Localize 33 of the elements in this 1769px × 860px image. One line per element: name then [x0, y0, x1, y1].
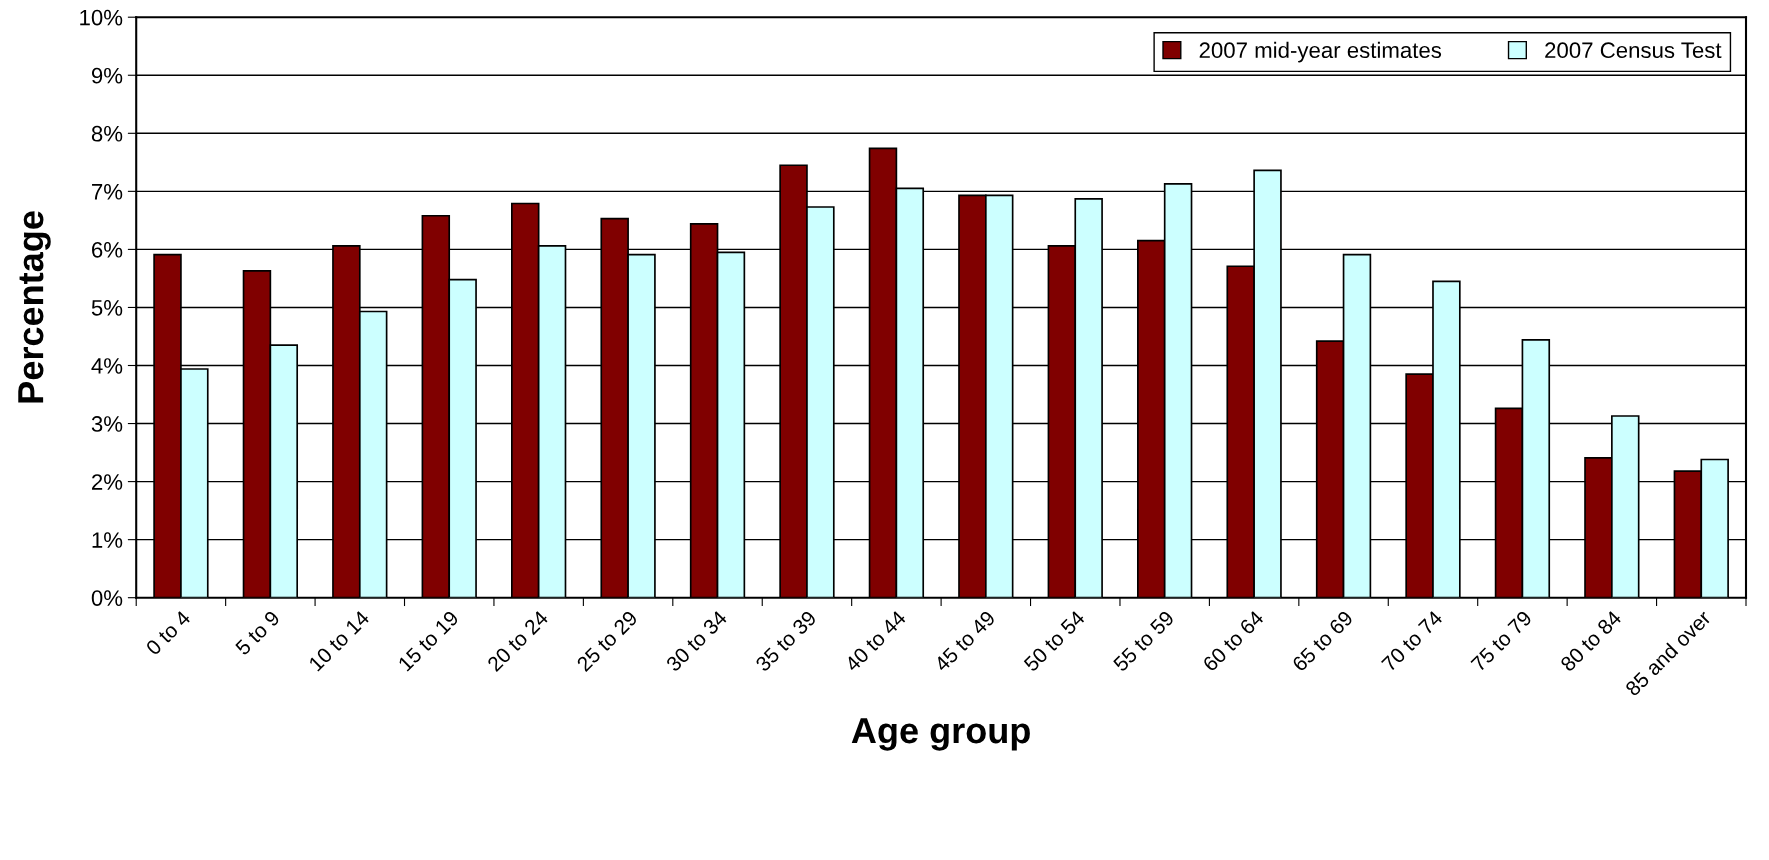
x-axis-title: Age group: [851, 718, 1030, 751]
y-tick-label: 4%: [91, 358, 123, 374]
y-tick-label: 10%: [80, 9, 123, 26]
x-tick-label: 85 and over: [1624, 609, 1712, 697]
y-axis-title: Percentage: [18, 211, 51, 403]
y-tick-label: 7%: [92, 183, 123, 200]
x-tick-label: 50 to 54: [1023, 609, 1086, 673]
legend-label: 2007 mid-year estimates: [1199, 41, 1442, 63]
y-tick-label: 5%: [91, 300, 123, 316]
y-tick-label: 8%: [91, 125, 123, 142]
x-tick-label: 10 to 14: [308, 609, 371, 672]
x-tick-label: 40 to 44: [843, 609, 907, 673]
x-tick-label: 25 to 29: [575, 609, 639, 673]
x-tick-label: 30 to 34: [665, 609, 728, 673]
y-tick-label: 0%: [91, 590, 123, 606]
x-tick-label: 20 to 24: [486, 609, 550, 673]
y-tick-label: 2%: [92, 474, 123, 490]
y-tick-label: 6%: [92, 241, 123, 258]
x-tick-label: 80 to 84: [1559, 609, 1623, 673]
x-tick-label: 55 to 59: [1112, 609, 1175, 673]
y-tick-label: 1%: [92, 532, 123, 548]
x-tick-label: 5 to 9: [234, 609, 281, 656]
x-tick-label: 75 to 79: [1470, 609, 1533, 673]
x-tick-label: 15 to 19: [397, 609, 460, 672]
x-tick-label: 0 to 4: [145, 609, 192, 656]
y-tick-label: 9%: [91, 67, 123, 84]
legend-label: 2007 Census Test: [1545, 42, 1722, 59]
x-tick-label: 35 to 39: [754, 609, 818, 673]
x-tick-label: 65 to 69: [1291, 609, 1354, 673]
y-tick-label: 3%: [91, 416, 123, 432]
x-tick-label: 60 to 64: [1202, 609, 1265, 673]
x-tick-label: 45 to 49: [933, 609, 996, 673]
x-tick-label: 70 to 74: [1380, 609, 1444, 673]
